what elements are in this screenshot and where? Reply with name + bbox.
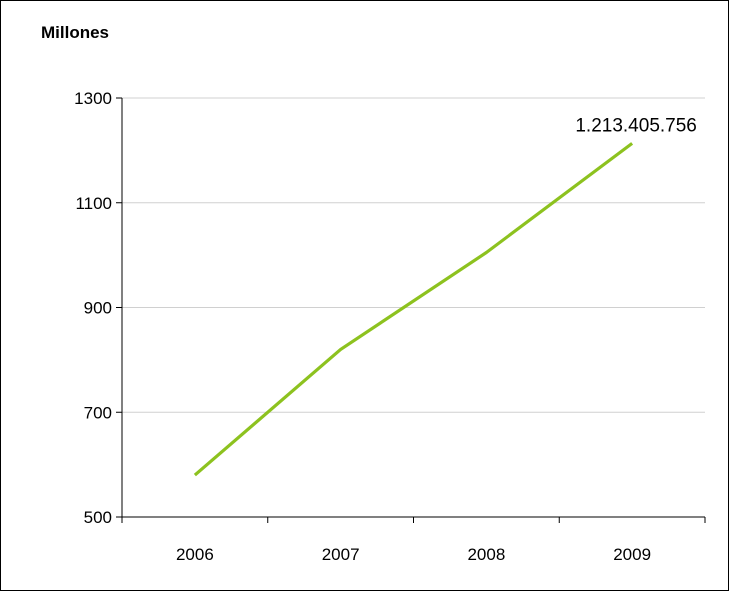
x-tick-label-2007: 2007 — [322, 545, 360, 564]
y-tick-label-1300: 1300 — [74, 89, 112, 108]
x-tick-label-2008: 2008 — [467, 545, 505, 564]
series-line-0 — [195, 143, 632, 475]
y-tick-label-500: 500 — [84, 508, 112, 527]
y-unit-label: Millones — [41, 23, 109, 42]
series-layer — [195, 143, 632, 475]
y-tick-label-900: 900 — [84, 299, 112, 318]
y-tick-label-1100: 1100 — [75, 194, 112, 213]
axes — [116, 98, 705, 523]
x-tick-label-2009: 2009 — [613, 545, 651, 564]
x-tick-label-2006: 2006 — [176, 545, 214, 564]
y-tick-label-700: 700 — [84, 403, 112, 422]
labels: 500 700 900 1100 1300 2006 2007 2008 2009 1.213.4… — [74, 89, 697, 564]
gridlines — [122, 98, 705, 412]
data-label-2009: 1.213.405.756 — [575, 115, 697, 136]
